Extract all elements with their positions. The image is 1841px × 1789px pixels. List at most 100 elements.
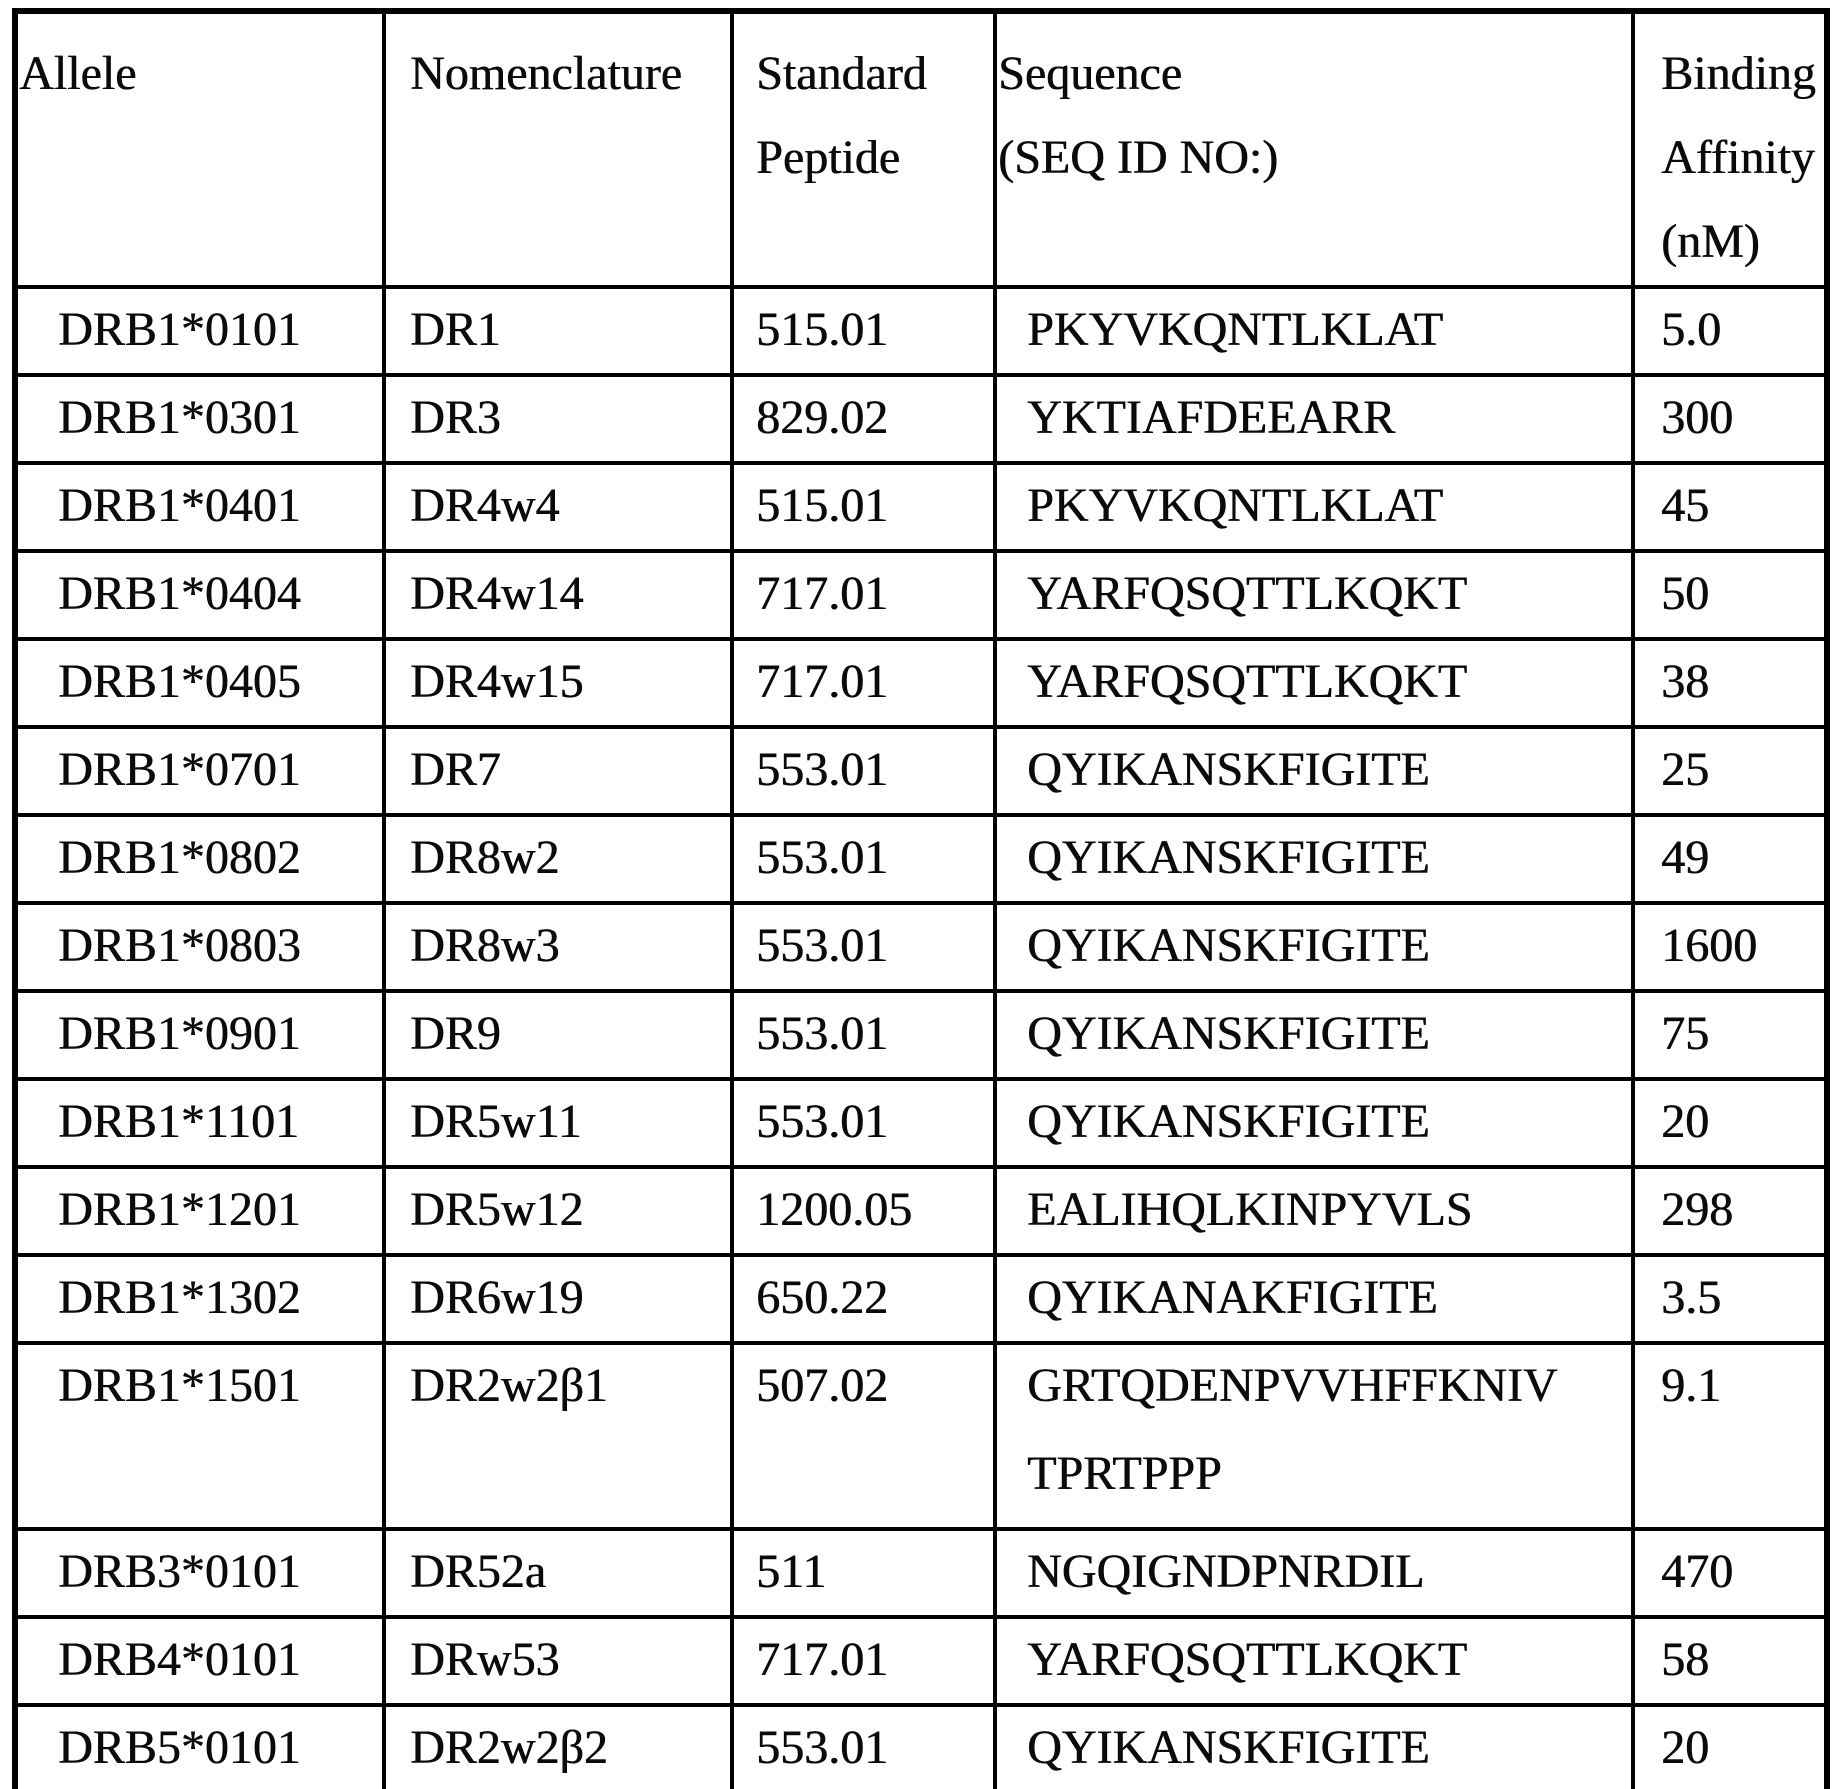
table-row: DRB1*0405 DR4w15 717.01 YARFQSQTTLKQKT 38 — [13, 637, 1829, 729]
cell-standard-peptide: 511 — [730, 1527, 997, 1619]
table-row: DRB1*0901 DR9 553.01 QYIKANSKFIGITE 75 — [13, 989, 1829, 1081]
cell-nomenclature: DR5w11 — [382, 1077, 734, 1169]
cell-allele: DRB1*1302 — [13, 1253, 386, 1345]
table-row: DRB1*0101 DR1 515.01 PKYVKQNTLKLAT 5.0 — [13, 285, 1829, 377]
table-row: DRB1*1302 DR6w19 650.22 QYIKANAKFIGITE 3.5 — [13, 1253, 1829, 1345]
cell-standard-peptide: 553.01 — [730, 1703, 997, 1789]
cell-sequence: NGQIGNDPNRDIL — [993, 1527, 1635, 1619]
cell-binding-affinity: 75 — [1631, 989, 1829, 1081]
cell-binding-affinity: 298 — [1631, 1165, 1829, 1257]
header-row: Allele Nomenclature Standard Peptide Seq… — [13, 9, 1829, 289]
header-standard-line1: Standard — [756, 47, 927, 100]
cell-allele: DRB3*0101 — [13, 1527, 386, 1619]
cell-sequence: GRTQDENPVVHFFKNIV TPRTPPP — [993, 1341, 1635, 1531]
cell-sequence: QYIKANAKFIGITE — [993, 1253, 1635, 1345]
sequence-line: QYIKANSKFIGITE — [1027, 919, 1430, 972]
table-row: DRB1*0803 DR8w3 553.01 QYIKANSKFIGITE 1600 — [13, 901, 1829, 993]
header-binding-affinity: Binding Affinity (nM) — [1631, 9, 1829, 289]
table-row: DRB1*0404 DR4w14 717.01 YARFQSQTTLKQKT 50 — [13, 549, 1829, 641]
sequence-line: QYIKANSKFIGITE — [1027, 1007, 1430, 1060]
sequence-line: YKTIAFDEEARR — [1027, 391, 1395, 444]
sequence-line: YARFQSQTTLKQKT — [1027, 1633, 1468, 1686]
cell-standard-peptide: 717.01 — [730, 1615, 997, 1707]
cell-standard-peptide: 650.22 — [730, 1253, 997, 1345]
cell-sequence: YARFQSQTTLKQKT — [993, 1615, 1635, 1707]
cell-sequence: QYIKANSKFIGITE — [993, 813, 1635, 905]
header-nomenclature: Nomenclature — [382, 9, 734, 289]
cell-nomenclature: DR52a — [382, 1527, 734, 1619]
cell-nomenclature: DR9 — [382, 989, 734, 1081]
cell-standard-peptide: 515.01 — [730, 461, 997, 553]
sequence-line: EALIHQLKINPYVLS — [1027, 1183, 1473, 1236]
cell-standard-peptide: 717.01 — [730, 549, 997, 641]
cell-nomenclature: DR4w15 — [382, 637, 734, 729]
header-standard-line2: Peptide — [756, 131, 900, 184]
cell-allele: DRB1*1101 — [13, 1077, 386, 1169]
sequence-line: YARFQSQTTLKQKT — [1027, 567, 1468, 620]
cell-allele: DRB1*0701 — [13, 725, 386, 817]
cell-nomenclature: DR2w2β2 — [382, 1703, 734, 1789]
cell-sequence: YKTIAFDEEARR — [993, 373, 1635, 465]
cell-nomenclature: DR3 — [382, 373, 734, 465]
cell-sequence: EALIHQLKINPYVLS — [993, 1165, 1635, 1257]
cell-sequence: YARFQSQTTLKQKT — [993, 549, 1635, 641]
cell-binding-affinity: 20 — [1631, 1703, 1829, 1789]
header-nomenclature-label: Nomenclature — [410, 47, 682, 100]
cell-nomenclature: DRw53 — [382, 1615, 734, 1707]
sequence-line: QYIKANSKFIGITE — [1027, 831, 1430, 884]
cell-binding-affinity: 45 — [1631, 461, 1829, 553]
sequence-line: QYIKANAKFIGITE — [1027, 1271, 1438, 1324]
header-sequence: Sequence (SEQ ID NO:) — [993, 9, 1635, 289]
header-sequence-line1: Sequence — [998, 47, 1182, 100]
table-row: DRB1*1201 DR5w12 1200.05 EALIHQLKINPYVLS 298 — [13, 1165, 1829, 1257]
cell-allele: DRB1*0404 — [13, 549, 386, 641]
cell-binding-affinity: 300 — [1631, 373, 1829, 465]
sequence-line: QYIKANSKFIGITE — [1027, 1721, 1430, 1774]
cell-standard-peptide: 507.02 — [730, 1341, 997, 1531]
cell-allele: DRB1*0901 — [13, 989, 386, 1081]
cell-sequence: YARFQSQTTLKQKT — [993, 637, 1635, 729]
header-binding-line3: (nM) — [1661, 215, 1760, 268]
header-standard-peptide: Standard Peptide — [730, 9, 997, 289]
cell-sequence: PKYVKQNTLKLAT — [993, 285, 1635, 377]
cell-standard-peptide: 553.01 — [730, 1077, 997, 1169]
cell-binding-affinity: 5.0 — [1631, 285, 1829, 377]
header-allele-label: Allele — [19, 47, 137, 100]
cell-standard-peptide: 553.01 — [730, 901, 997, 993]
cell-allele: DRB1*1501 — [13, 1341, 386, 1531]
sequence-line: QYIKANSKFIGITE — [1027, 1095, 1430, 1148]
cell-binding-affinity: 58 — [1631, 1615, 1829, 1707]
cell-sequence: QYIKANSKFIGITE — [993, 725, 1635, 817]
cell-nomenclature: DR4w4 — [382, 461, 734, 553]
cell-binding-affinity: 9.1 — [1631, 1341, 1829, 1531]
cell-nomenclature: DR7 — [382, 725, 734, 817]
cell-sequence: QYIKANSKFIGITE — [993, 901, 1635, 993]
cell-allele: DRB5*0101 — [13, 1703, 386, 1789]
table-row: DRB1*1101 DR5w11 553.01 QYIKANSKFIGITE 20 — [13, 1077, 1829, 1169]
header-allele: Allele — [13, 9, 386, 289]
cell-binding-affinity: 3.5 — [1631, 1253, 1829, 1345]
cell-sequence: QYIKANSKFIGITE — [993, 989, 1635, 1081]
cell-standard-peptide: 1200.05 — [730, 1165, 997, 1257]
cell-binding-affinity: 50 — [1631, 549, 1829, 641]
header-binding-line1: Binding — [1661, 47, 1816, 100]
table-row: DRB1*1501 DR2w2β1 507.02 GRTQDENPVVHFFKNIV T… — [13, 1341, 1829, 1531]
sequence-line: PKYVKQNTLKLAT — [1027, 303, 1443, 356]
cell-nomenclature: DR8w2 — [382, 813, 734, 905]
cell-standard-peptide: 829.02 — [730, 373, 997, 465]
table-body: DRB1*0101 DR1 515.01 PKYVKQNTLKLAT 5.0 DRB1*0… — [13, 285, 1829, 1789]
cell-binding-affinity: 49 — [1631, 813, 1829, 905]
cell-nomenclature: DR4w14 — [382, 549, 734, 641]
cell-allele: DRB1*0301 — [13, 373, 386, 465]
cell-allele: DRB1*0401 — [13, 461, 386, 553]
table-row: DRB1*0802 DR8w2 553.01 QYIKANSKFIGITE 49 — [13, 813, 1829, 905]
cell-nomenclature: DR1 — [382, 285, 734, 377]
cell-sequence: PKYVKQNTLKLAT — [993, 461, 1635, 553]
header-binding-line2: Affinity — [1661, 131, 1815, 184]
table-row: DRB5*0101 DR2w2β2 553.01 QYIKANSKFIGITE 20 — [13, 1703, 1829, 1789]
cell-allele: DRB4*0101 — [13, 1615, 386, 1707]
cell-allele: DRB1*0405 — [13, 637, 386, 729]
table-row: DRB1*0301 DR3 829.02 YKTIAFDEEARR 300 — [13, 373, 1829, 465]
cell-allele: DRB1*0803 — [13, 901, 386, 993]
